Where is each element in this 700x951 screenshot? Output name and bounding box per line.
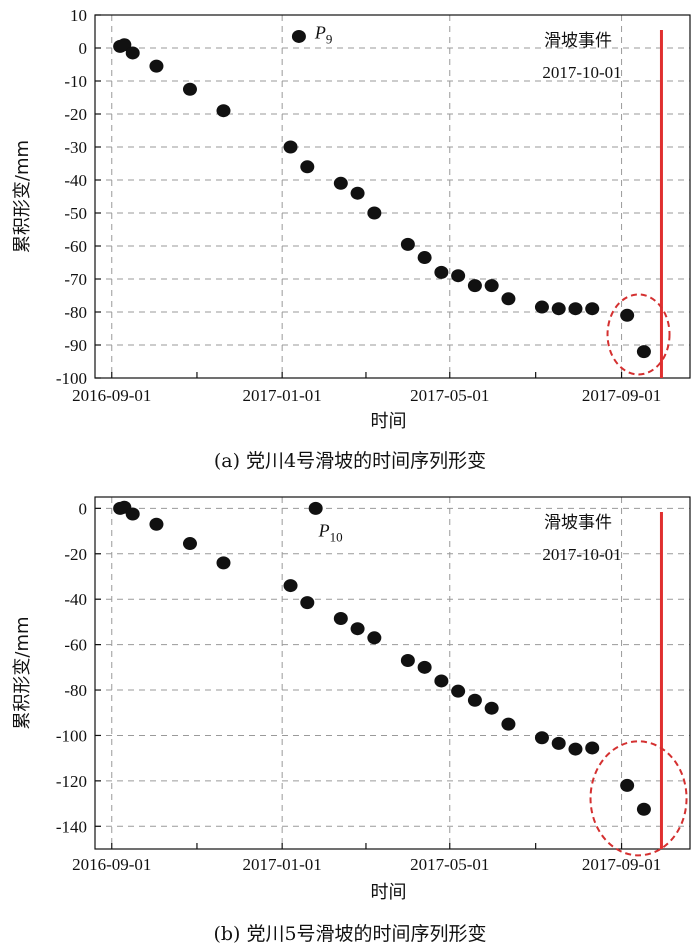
data-point	[620, 778, 635, 792]
y-tick-label: -70	[64, 270, 87, 289]
y-tick-label: -100	[56, 369, 87, 388]
data-point	[300, 596, 315, 610]
data-point	[216, 556, 231, 570]
plot-frame	[94, 14, 691, 379]
y-tick-label: 10	[70, 6, 87, 25]
y-tick-label: -40	[64, 171, 87, 190]
y-tick-label: -140	[56, 817, 87, 836]
x-tick-label: 2016-09-01	[72, 855, 151, 874]
data-point	[417, 660, 432, 674]
point-label-name: P	[314, 22, 326, 42]
data-point	[333, 611, 348, 625]
data-point	[400, 237, 415, 251]
chart-panel-a: 2016-09-01 2017-01-01 2017-05-01 2017-09-01…	[12, 6, 691, 472]
data-point	[400, 654, 415, 668]
x-tick-label: 2017-05-01	[410, 386, 489, 405]
data-point	[585, 302, 600, 316]
event-label: 滑坡事件	[544, 31, 612, 51]
data-point	[149, 517, 164, 531]
data-point	[125, 507, 140, 521]
data-point	[367, 206, 382, 220]
data-point	[451, 684, 466, 698]
point-label: P10	[318, 520, 343, 544]
data-point	[551, 302, 566, 316]
y-tick-label: 0	[79, 499, 88, 518]
panel-caption: (b) 党川5号滑坡的时间序列形变	[213, 923, 486, 945]
highlight-circle	[589, 740, 688, 857]
data-point	[534, 300, 549, 314]
data-point	[568, 742, 583, 756]
data-point	[283, 140, 298, 154]
y-tick-label: -30	[64, 138, 87, 157]
x-tick-label: 2017-09-01	[582, 386, 661, 405]
y-tick-label: -60	[64, 636, 87, 655]
y-tick-label: -20	[64, 545, 87, 564]
data-point	[291, 29, 306, 43]
x-tick-label: 2017-01-01	[242, 386, 321, 405]
point-label: P9	[314, 22, 333, 46]
data-point	[501, 292, 516, 306]
data-point	[434, 674, 449, 688]
data-point	[216, 104, 231, 118]
data-point	[283, 579, 298, 593]
data-point	[417, 251, 432, 265]
x-tick-label: 2017-01-01	[242, 855, 321, 874]
y-tick-label: -90	[64, 336, 87, 355]
plot-frame	[94, 496, 691, 850]
x-axis-title: 时间	[371, 882, 407, 903]
event-label: 滑坡事件	[544, 513, 612, 533]
data-point	[434, 265, 449, 279]
data-point	[117, 38, 132, 52]
x-tick-label: 2017-05-01	[410, 855, 489, 874]
y-tick-label: -40	[64, 590, 87, 609]
x-tick-label: 2017-09-01	[582, 855, 661, 874]
y-tick-label: 0	[79, 39, 88, 58]
data-point	[636, 345, 651, 359]
event-date-label: 2017-10-01	[542, 545, 621, 564]
data-point	[636, 802, 651, 816]
y-tick-label: -80	[64, 681, 87, 700]
data-point	[534, 731, 549, 745]
point-label-name: P	[318, 520, 330, 540]
data-point	[467, 693, 482, 707]
data-point	[484, 701, 499, 715]
data-point	[333, 176, 348, 190]
data-point	[182, 537, 197, 551]
point-label-sub: 9	[326, 31, 333, 46]
data-point	[620, 308, 635, 322]
y-tick-label: -20	[64, 105, 87, 124]
data-point	[501, 717, 516, 731]
y-axis-title: 累积形变/mm	[12, 616, 33, 729]
y-axis-title: 累积形变/mm	[12, 140, 33, 253]
panel-caption: (a) 党川4号滑坡的时间序列形变	[214, 450, 486, 472]
data-point	[484, 279, 499, 293]
data-point	[125, 46, 140, 60]
data-point	[585, 741, 600, 755]
data-point	[367, 631, 382, 645]
data-point	[551, 736, 566, 750]
highlight-circle	[606, 293, 671, 376]
y-tick-label: -120	[56, 772, 87, 791]
data-point	[568, 302, 583, 316]
chart-panel-b: 2016-09-01 2017-01-01 2017-05-01 2017-09-01…	[12, 496, 691, 945]
data-point	[350, 186, 365, 200]
data-point	[350, 622, 365, 636]
event-date-label: 2017-10-01	[542, 63, 621, 82]
point-label-sub: 10	[330, 529, 343, 544]
x-tick-label: 2016-09-01	[72, 386, 151, 405]
data-point	[300, 160, 315, 174]
data-point	[308, 501, 323, 515]
y-tick-label: -80	[64, 303, 87, 322]
data-point	[149, 59, 164, 73]
data-point	[467, 279, 482, 293]
y-tick-label: -60	[64, 237, 87, 256]
data-point	[451, 269, 466, 283]
y-tick-label: -100	[56, 726, 87, 745]
y-tick-label: -50	[64, 204, 87, 223]
x-axis-title: 时间	[371, 411, 407, 432]
data-point	[182, 82, 197, 96]
y-tick-label: -10	[64, 72, 87, 91]
